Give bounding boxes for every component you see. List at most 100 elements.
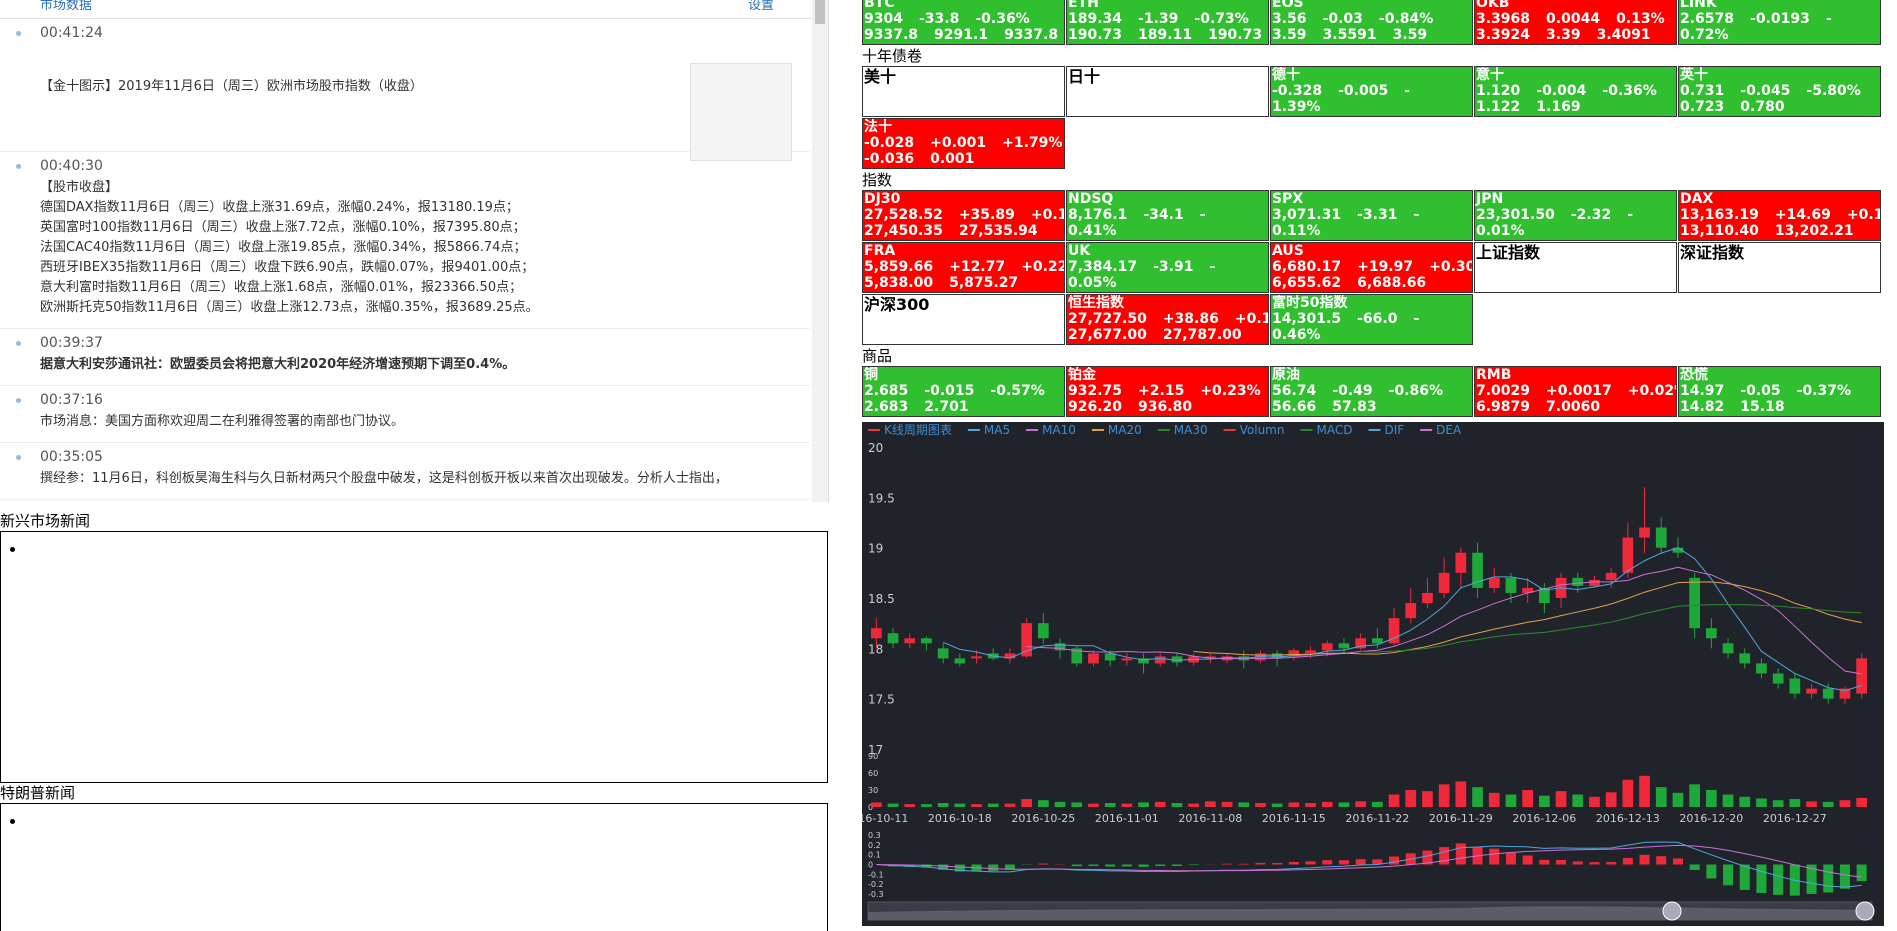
macd-bar <box>1255 862 1266 865</box>
quote-value: 6,680.17 <box>1272 259 1342 275</box>
volume-bar <box>1038 800 1049 807</box>
quote-name: RMB <box>1476 367 1512 383</box>
volume-bar <box>1054 801 1066 807</box>
quote-row: 3.3924 3.39 3.4091 <box>1476 27 1676 43</box>
quote-row: 7,384.17 -3.91 -0.05% <box>1068 259 1268 291</box>
macd-line <box>876 844 1862 878</box>
x-tick-label: 2016-11-08 <box>1178 812 1242 825</box>
candle-body <box>1121 658 1133 661</box>
volume-bar <box>1238 802 1250 807</box>
macd-bar <box>1739 864 1750 890</box>
quote-value: +19.97 <box>1357 259 1414 275</box>
quote-row: 23,301.50 -2.32 -0.01% <box>1476 207 1676 239</box>
quote-value: 0.001 <box>930 151 975 167</box>
volume-bar <box>1188 803 1199 807</box>
volume-bar <box>1221 801 1233 807</box>
news-line: 【股市收盘】 <box>40 180 119 195</box>
volume-bar <box>904 804 916 807</box>
quote-cell: 意十 1.120 -0.004 -0.36% 1.122 1.169 <box>1474 66 1677 117</box>
candle-body <box>887 633 899 644</box>
quote-row: 3.59 3.5591 3.59 <box>1272 27 1472 43</box>
candle-body <box>1071 648 1083 664</box>
candle-body <box>1772 673 1784 684</box>
quote-value: 189.34 <box>1068 11 1123 27</box>
volume-bar <box>1822 801 1834 807</box>
volume-bar <box>1706 790 1717 807</box>
quote-value: +0.11% <box>1846 207 1880 223</box>
quote-row: 3.56 -0.03 -0.84% <box>1272 11 1472 27</box>
quote-value: 5,838.00 <box>864 275 934 291</box>
quote-name: 上证指数 <box>1476 243 1541 262</box>
news-item: 00:37:16 市场消息：美国方面称欢迎周二在利雅得签署的南部也门协议。 <box>0 386 810 443</box>
quote-row: 13,110.40 13,202.21 <box>1680 223 1880 239</box>
quote-value: +12.77 <box>949 259 1006 275</box>
quote-row: 56.74 -0.49 -0.86% <box>1272 383 1472 399</box>
macd-bar <box>1188 864 1199 866</box>
candle-body <box>1305 650 1316 654</box>
quote-value: -0.0193 <box>1750 11 1810 27</box>
quote-name: 法十 <box>864 119 892 135</box>
volume-bar <box>1288 802 1300 807</box>
quote-value: 0.731 <box>1680 83 1725 99</box>
scroll-thumb[interactable] <box>815 0 825 24</box>
bullet-dot <box>16 455 21 460</box>
legend-label: DIF <box>1384 423 1404 437</box>
macd-bar <box>1806 864 1817 894</box>
quote-value: 27,787.00 <box>1162 327 1242 343</box>
news-item: 00:39:37 据意大利安莎通讯社：欧盟委员会将把意大利2020年经济增速预期下… <box>0 329 810 386</box>
macd-bar <box>1121 864 1132 867</box>
quote-value: 8,223.6 <box>1143 239 1202 240</box>
quote-value: 3.59 <box>1272 27 1307 43</box>
volume-bar <box>1154 801 1166 807</box>
macd-bar <box>1723 864 1734 886</box>
quote-cell: 沪深300 <box>862 294 1065 345</box>
settings[interactable]: 设置 <box>748 0 775 13</box>
quote-value: -0.036 <box>864 151 915 167</box>
quote-value: +1.79% <box>1002 135 1063 151</box>
volume-bar <box>987 803 999 807</box>
x-tick-label: 2016-11-01 <box>1095 812 1159 825</box>
x-tick-label: 2016-12-27 <box>1763 812 1827 825</box>
quote-grid: BTC 9304 -33.8 -0.36% 9337.8 9291.1 9337.8 ETH 1… <box>862 0 1892 46</box>
quote-value: 27,528.52 <box>864 207 943 223</box>
quote-value: 1.120 <box>1476 83 1521 99</box>
quote-value: 7,399.55 <box>1153 291 1222 292</box>
quote-value: 27,727.50 <box>1068 311 1147 327</box>
candle-body <box>1622 537 1634 573</box>
candle-body <box>1722 643 1734 654</box>
news-time: 00:39:37 <box>40 335 103 351</box>
candle-body <box>1522 587 1533 593</box>
candle-body <box>1572 577 1584 586</box>
scrollbar[interactable] <box>812 0 828 502</box>
quote-value: -0.05% <box>1068 259 1216 291</box>
quote-value: -3.91 <box>1153 259 1194 275</box>
volume-bar <box>1271 803 1283 807</box>
macd-bar <box>1706 864 1717 879</box>
quote-value: -0.045 <box>1740 83 1791 99</box>
quote-name: AUS <box>1272 243 1304 259</box>
quote-value: 2.6771 <box>1680 43 1734 44</box>
quote-cell: 铂金 932.75 +2.15 +0.23% 926.20 936.80 <box>1066 366 1269 417</box>
section-title: 指数 <box>862 171 893 189</box>
news-thumbnail <box>690 63 792 161</box>
quote-value: 3.5591 <box>1322 27 1377 43</box>
x-tick-label: 2016-11-29 <box>1429 812 1493 825</box>
macd-bar <box>1773 864 1784 895</box>
macd-bar <box>1372 859 1383 865</box>
macd-bar <box>1272 862 1283 865</box>
trump-section: 特朗普新闻 <box>0 783 828 931</box>
quote-name: 日十 <box>1068 67 1101 86</box>
quote-value: 3.59 <box>1392 27 1428 43</box>
candle-body <box>1856 658 1867 694</box>
candle-body <box>904 638 916 644</box>
volume-bar <box>1789 799 1801 807</box>
quote-value: -0.295 <box>1338 115 1388 116</box>
quote-value: -0.015 <box>924 383 975 399</box>
quote-name: BTC <box>864 0 895 11</box>
quote-value: 57.83 <box>1332 399 1377 415</box>
